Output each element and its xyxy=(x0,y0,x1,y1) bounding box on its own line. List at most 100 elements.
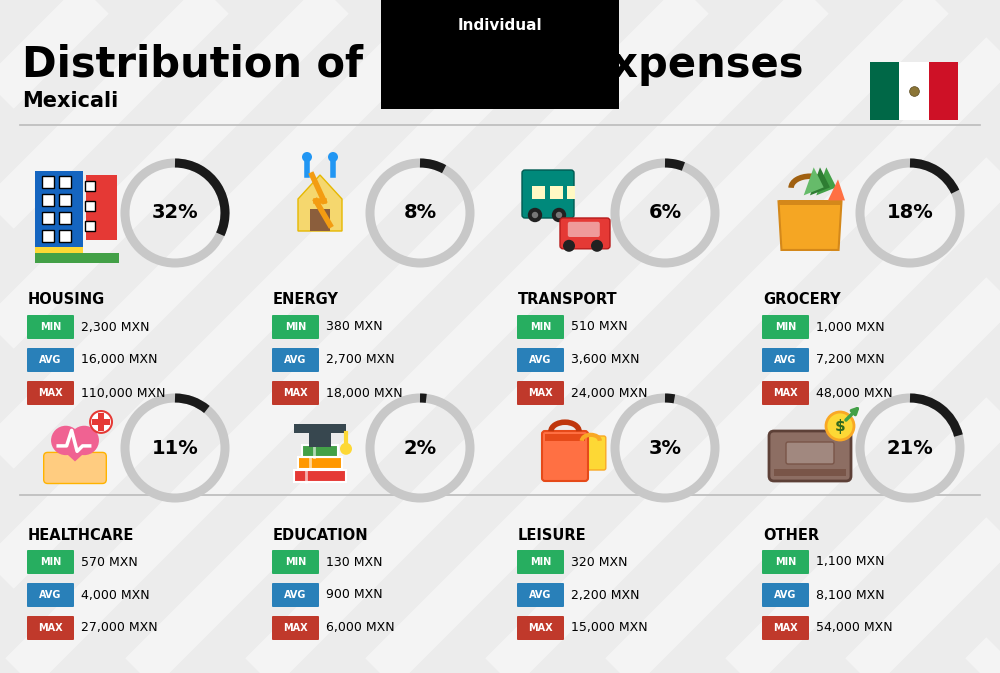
FancyBboxPatch shape xyxy=(522,170,574,218)
Text: AVG: AVG xyxy=(529,590,552,600)
Circle shape xyxy=(532,212,538,218)
Circle shape xyxy=(70,426,99,455)
Text: 54,000 MXN: 54,000 MXN xyxy=(816,621,893,635)
FancyBboxPatch shape xyxy=(272,616,319,640)
Polygon shape xyxy=(52,440,98,462)
Circle shape xyxy=(528,208,542,222)
FancyBboxPatch shape xyxy=(294,424,346,433)
Polygon shape xyxy=(778,201,842,250)
FancyBboxPatch shape xyxy=(899,62,929,120)
Text: AVG: AVG xyxy=(774,590,797,600)
Circle shape xyxy=(51,426,80,455)
FancyBboxPatch shape xyxy=(44,452,106,483)
Circle shape xyxy=(591,240,603,252)
Polygon shape xyxy=(828,180,845,201)
FancyBboxPatch shape xyxy=(27,381,74,405)
Text: 48,000 MXN: 48,000 MXN xyxy=(816,386,893,400)
Text: 16,000 MXN: 16,000 MXN xyxy=(81,353,158,367)
Text: 110,000 MXN: 110,000 MXN xyxy=(81,386,166,400)
FancyBboxPatch shape xyxy=(27,315,74,339)
FancyBboxPatch shape xyxy=(576,436,606,470)
Text: 380 MXN: 380 MXN xyxy=(326,320,383,334)
FancyBboxPatch shape xyxy=(272,348,319,372)
FancyBboxPatch shape xyxy=(542,431,588,481)
FancyBboxPatch shape xyxy=(762,348,809,372)
FancyBboxPatch shape xyxy=(58,194,70,206)
FancyBboxPatch shape xyxy=(58,176,70,188)
FancyBboxPatch shape xyxy=(929,62,958,120)
FancyBboxPatch shape xyxy=(762,381,809,405)
FancyBboxPatch shape xyxy=(58,230,70,242)
Circle shape xyxy=(302,152,312,162)
Text: AVG: AVG xyxy=(284,355,307,365)
Text: AVG: AVG xyxy=(39,590,62,600)
Circle shape xyxy=(563,240,575,252)
FancyBboxPatch shape xyxy=(98,413,104,431)
Text: 900 MXN: 900 MXN xyxy=(326,588,383,602)
Text: GROCERY: GROCERY xyxy=(763,293,841,308)
Text: 2%: 2% xyxy=(403,439,437,458)
Text: TRANSPORT: TRANSPORT xyxy=(518,293,618,308)
FancyBboxPatch shape xyxy=(42,212,54,224)
Text: MIN: MIN xyxy=(40,557,61,567)
FancyBboxPatch shape xyxy=(517,315,564,339)
Circle shape xyxy=(556,212,562,218)
FancyBboxPatch shape xyxy=(550,186,563,199)
FancyBboxPatch shape xyxy=(85,180,95,190)
FancyBboxPatch shape xyxy=(517,348,564,372)
Text: HEALTHCARE: HEALTHCARE xyxy=(28,528,134,542)
Text: MIN: MIN xyxy=(40,322,61,332)
FancyBboxPatch shape xyxy=(762,550,809,574)
Polygon shape xyxy=(810,168,830,195)
Text: MAX: MAX xyxy=(773,388,798,398)
Text: 570 MXN: 570 MXN xyxy=(81,555,138,569)
Text: MIN: MIN xyxy=(530,557,551,567)
Polygon shape xyxy=(804,168,824,195)
Text: OTHER: OTHER xyxy=(763,528,819,542)
Polygon shape xyxy=(816,168,836,195)
Text: 11%: 11% xyxy=(152,439,198,458)
FancyBboxPatch shape xyxy=(560,218,610,249)
FancyBboxPatch shape xyxy=(309,431,331,447)
Text: 3,600 MXN: 3,600 MXN xyxy=(571,353,640,367)
FancyBboxPatch shape xyxy=(786,442,834,464)
FancyBboxPatch shape xyxy=(762,583,809,607)
Text: AVG: AVG xyxy=(284,590,307,600)
Text: $: $ xyxy=(835,419,845,433)
Text: MIN: MIN xyxy=(775,557,796,567)
FancyBboxPatch shape xyxy=(27,616,74,640)
Text: 8%: 8% xyxy=(403,203,437,223)
Circle shape xyxy=(328,152,338,162)
FancyBboxPatch shape xyxy=(517,616,564,640)
FancyBboxPatch shape xyxy=(517,550,564,574)
FancyBboxPatch shape xyxy=(58,212,70,224)
FancyBboxPatch shape xyxy=(272,381,319,405)
Text: MIN: MIN xyxy=(285,322,306,332)
Text: 2,300 MXN: 2,300 MXN xyxy=(81,320,150,334)
FancyBboxPatch shape xyxy=(294,470,346,482)
FancyBboxPatch shape xyxy=(762,616,809,640)
Text: EDUCATION: EDUCATION xyxy=(273,528,369,542)
Text: 21%: 21% xyxy=(887,439,933,458)
Text: 32%: 32% xyxy=(152,203,198,223)
Text: MAX: MAX xyxy=(528,388,553,398)
FancyBboxPatch shape xyxy=(35,253,119,263)
Text: 1,000 MXN: 1,000 MXN xyxy=(816,320,885,334)
FancyBboxPatch shape xyxy=(272,550,319,574)
Text: 3%: 3% xyxy=(648,439,682,458)
Text: 6%: 6% xyxy=(648,203,682,223)
FancyBboxPatch shape xyxy=(85,201,95,211)
FancyBboxPatch shape xyxy=(35,171,83,255)
FancyBboxPatch shape xyxy=(568,222,600,237)
FancyBboxPatch shape xyxy=(567,186,575,199)
Text: 7,200 MXN: 7,200 MXN xyxy=(816,353,885,367)
Circle shape xyxy=(340,443,352,455)
Text: 8,100 MXN: 8,100 MXN xyxy=(816,588,885,602)
Text: ENERGY: ENERGY xyxy=(273,293,339,308)
Text: 27,000 MXN: 27,000 MXN xyxy=(81,621,158,635)
FancyBboxPatch shape xyxy=(27,348,74,372)
Text: 24,000 MXN: 24,000 MXN xyxy=(571,386,648,400)
Circle shape xyxy=(552,208,566,222)
FancyBboxPatch shape xyxy=(27,583,74,607)
Text: 2,700 MXN: 2,700 MXN xyxy=(326,353,395,367)
